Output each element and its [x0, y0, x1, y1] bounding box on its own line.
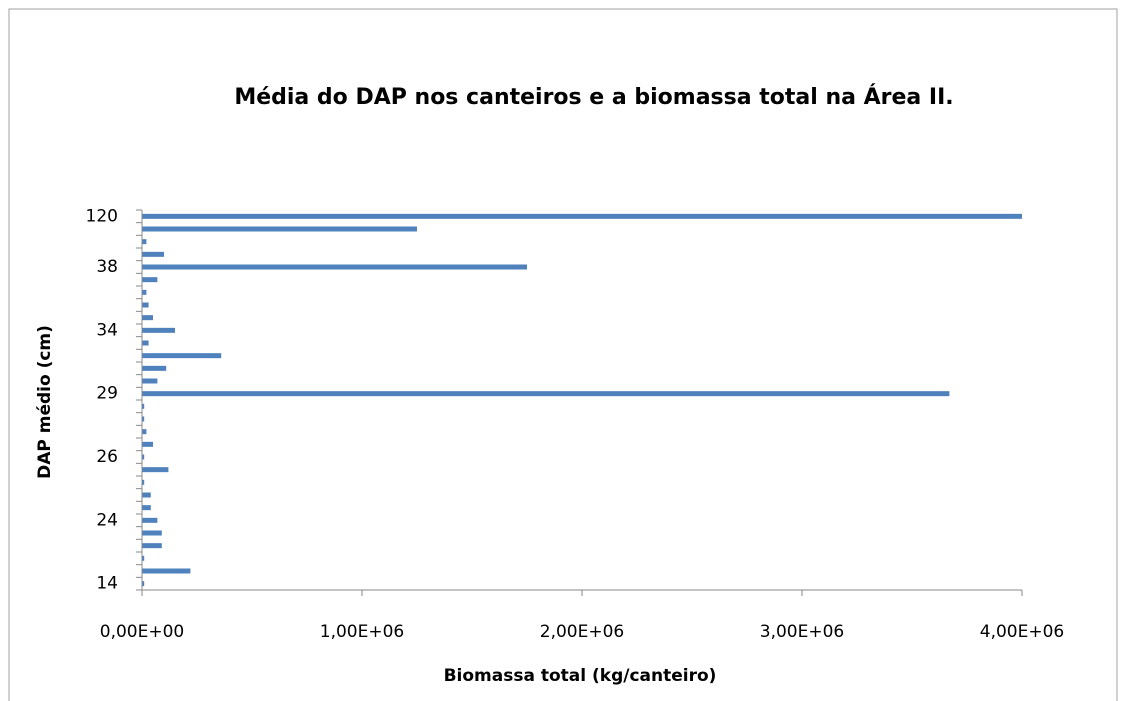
bar	[142, 505, 151, 511]
bar	[142, 365, 167, 371]
bar	[142, 454, 145, 460]
bar	[142, 213, 1022, 219]
y-tick-label: 38	[96, 257, 118, 277]
y-tick-label: 14	[96, 574, 118, 594]
bar	[142, 226, 417, 232]
bar	[142, 479, 145, 485]
bar	[142, 467, 169, 473]
y-tick-label: 34	[96, 320, 118, 340]
bar	[142, 340, 149, 346]
chart-title: Média do DAP nos canteiros e a biomassa …	[234, 84, 953, 110]
bar	[142, 391, 950, 397]
bar	[142, 517, 158, 523]
bar	[142, 581, 145, 587]
bar	[142, 251, 164, 257]
x-tick-label: 3,00E+06	[760, 622, 844, 642]
bar	[142, 429, 147, 435]
bar	[142, 403, 145, 409]
x-tick-label: 2,00E+06	[540, 622, 624, 642]
bar	[142, 353, 222, 359]
y-tick-label: 26	[96, 447, 118, 467]
bar	[142, 302, 149, 308]
bar	[142, 315, 153, 321]
x-axis-label: Biomassa total (kg/canteiro)	[444, 666, 717, 686]
y-tick-label: 24	[96, 510, 118, 530]
bar	[142, 327, 175, 333]
x-tick-label: 0,00E+00	[100, 622, 184, 642]
bar	[142, 289, 147, 295]
bar	[142, 277, 158, 283]
bar	[142, 416, 145, 422]
bar	[142, 568, 191, 574]
x-tick-label: 1,00E+06	[320, 622, 404, 642]
y-tick-label: 120	[86, 206, 118, 226]
bar	[142, 441, 153, 447]
bar	[142, 264, 527, 270]
bar	[142, 492, 151, 498]
bar	[142, 555, 145, 561]
bar	[142, 543, 162, 549]
bar	[142, 378, 158, 384]
bar	[142, 530, 162, 536]
bar	[142, 239, 147, 245]
y-axis-label: DAP médio (cm)	[35, 325, 55, 479]
y-tick-label: 29	[96, 384, 118, 404]
x-tick-label: 4,00E+06	[980, 622, 1064, 642]
